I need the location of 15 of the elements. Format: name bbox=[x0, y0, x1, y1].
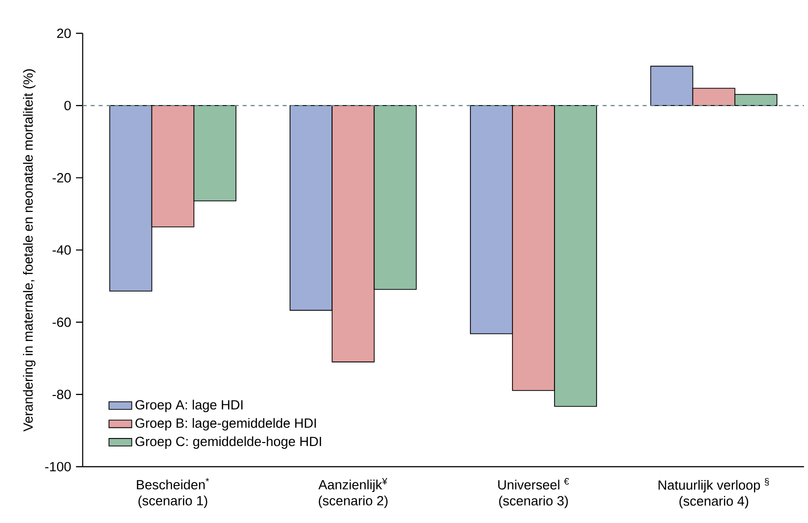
y-tick-label: -40 bbox=[52, 245, 71, 255]
legend-label: Groep C: gemiddelde-hoge HDI bbox=[135, 436, 322, 449]
y-tick-label: -20 bbox=[52, 173, 71, 183]
legend-label: Groep A: lage HDI bbox=[135, 400, 242, 412]
y-tick-label: -100 bbox=[45, 462, 71, 472]
category-label: Bescheiden$^{*}$ (scenario 1) bbox=[136, 478, 210, 508]
legend-label: Groep B: lage-gemiddelde HDI bbox=[135, 418, 316, 431]
y-tick-label: 0 bbox=[64, 101, 71, 110]
x-tick-label: Universeel $^{€}$ (scenario 3) bbox=[498, 478, 569, 508]
x-tick-label: Aanzienlijk$^{¥}$ (scenario 2) bbox=[318, 478, 388, 508]
y-tick-label: 20 bbox=[57, 28, 71, 38]
category-label: Natuurlijk verloop $^{§}$ (scenario 4) bbox=[658, 478, 769, 509]
y-tick-label: -60 bbox=[52, 318, 71, 328]
y-tick-label: -80 bbox=[52, 390, 71, 400]
y-axis-title: Verandering in maternale, foetale en neonatale mortaliteit (%) bbox=[23, 69, 36, 432]
